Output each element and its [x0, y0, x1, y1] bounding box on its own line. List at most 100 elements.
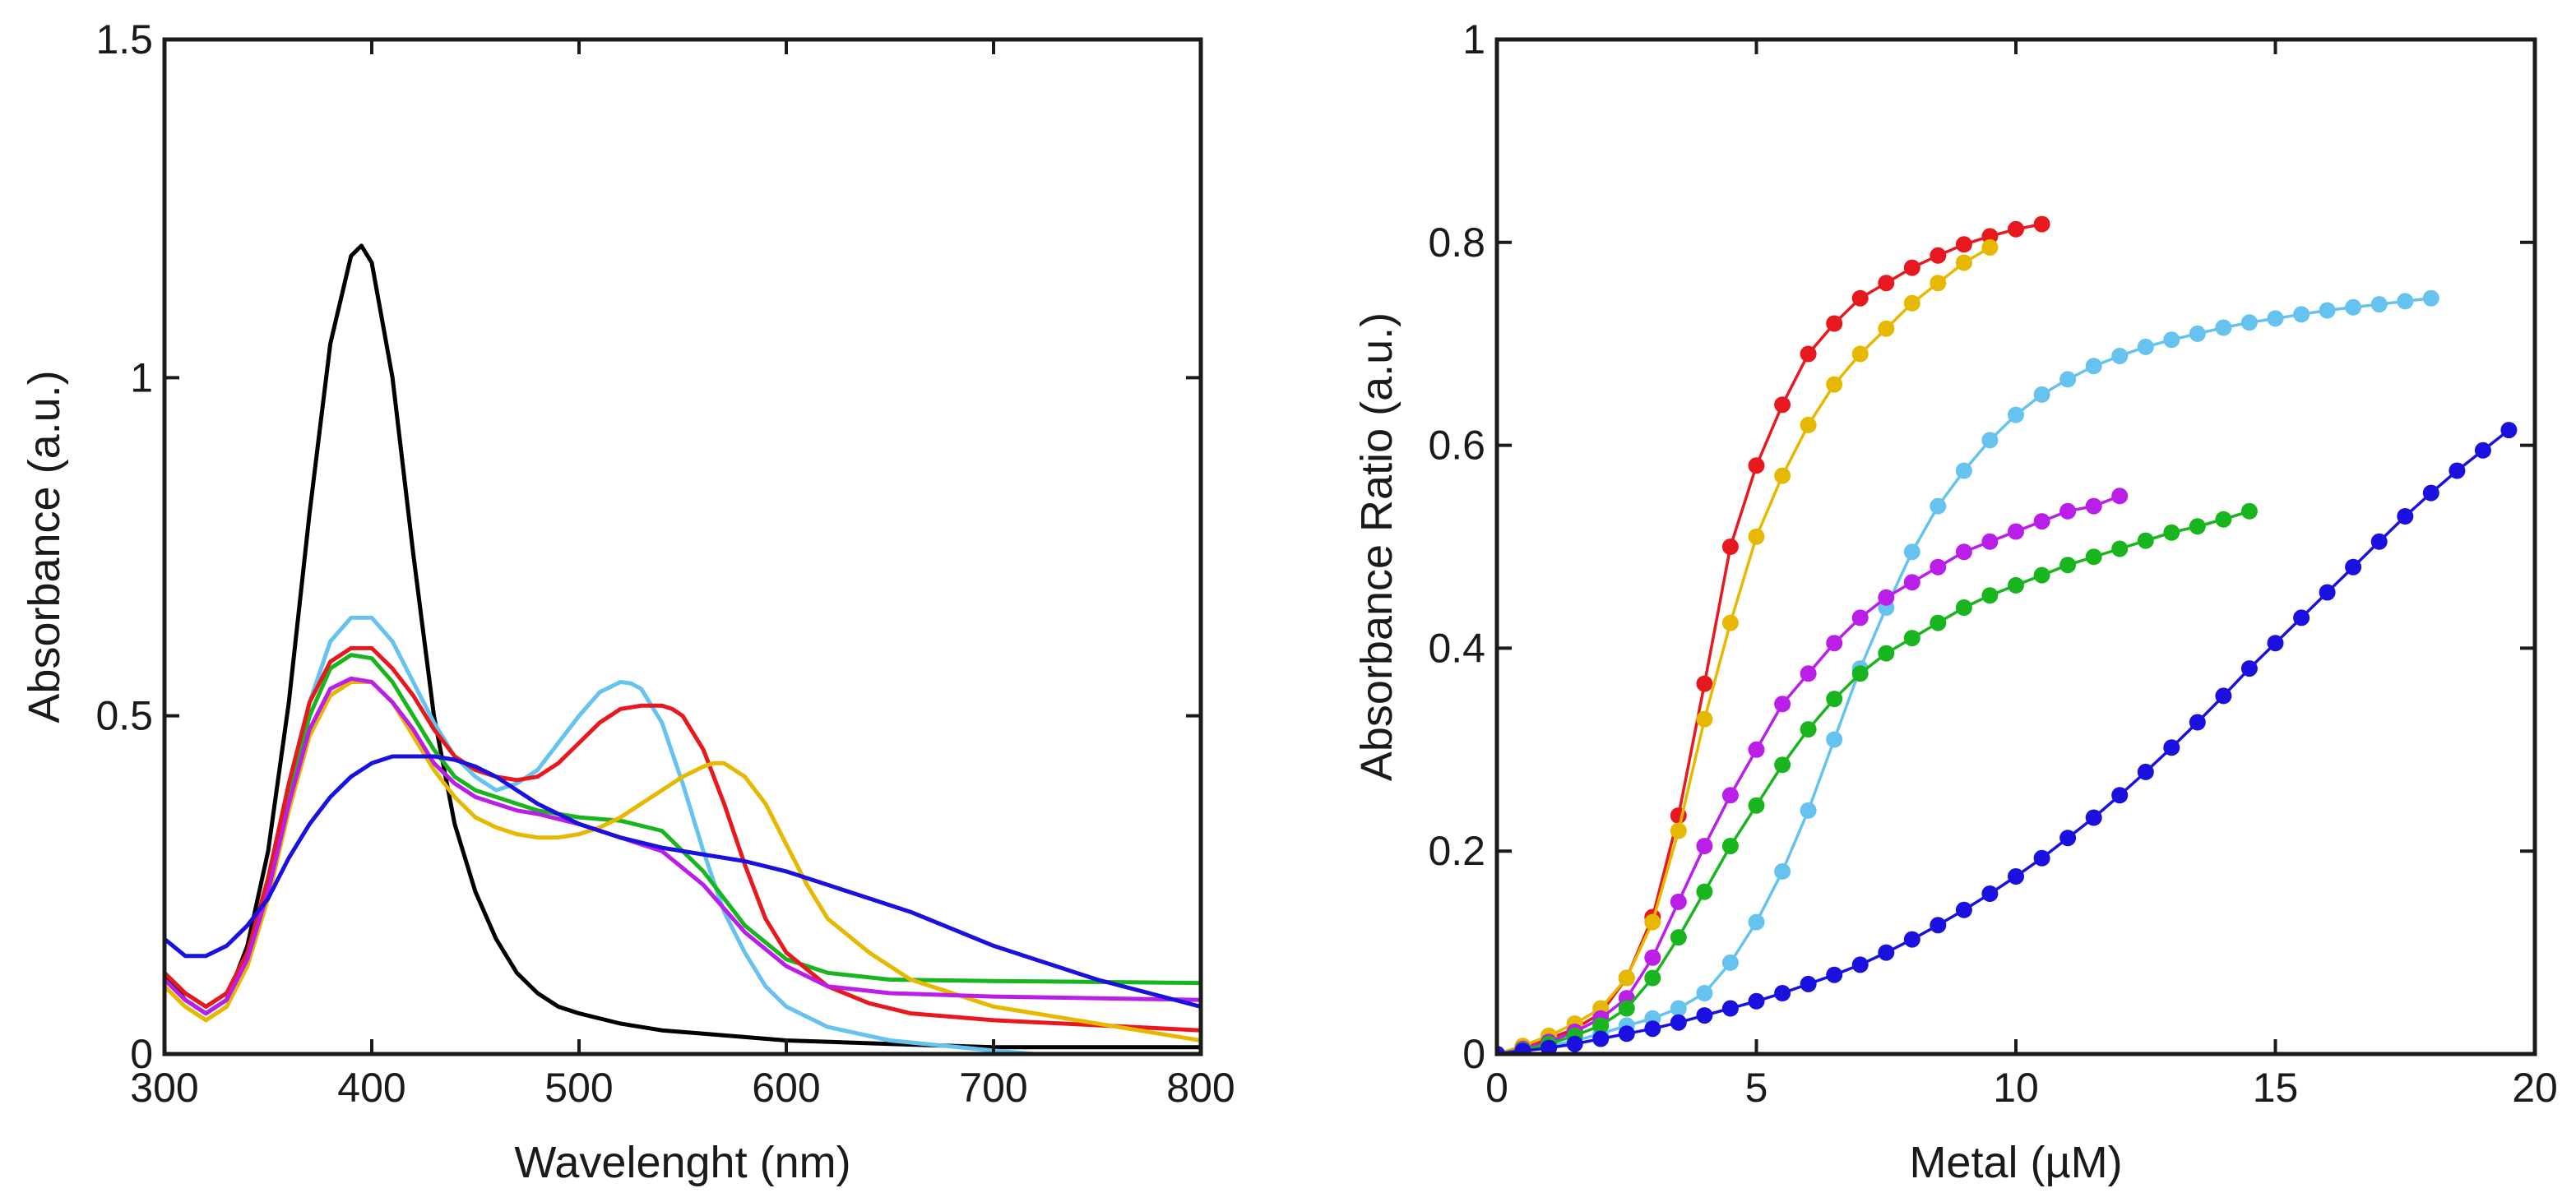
right-point-blue-33	[2345, 558, 2362, 576]
right-point-yellow-13	[1826, 376, 1843, 393]
left-series-magenta	[164, 676, 1201, 1016]
right-point-green-22	[2059, 557, 2077, 574]
left-series-lightblue	[164, 615, 1037, 1054]
left-x-tick-label: 500	[544, 1065, 613, 1111]
right-point-yellow-19	[1981, 239, 1999, 256]
right-point-magenta-13	[1826, 635, 1843, 652]
right-point-magenta-19	[1981, 533, 1999, 550]
right-series-green	[1497, 510, 2251, 1054]
right-point-red-17	[1930, 247, 1947, 264]
right-point-blue-17	[1930, 917, 1947, 934]
right-y-tick-label: 1	[1462, 16, 1485, 62]
right-point-magenta-20	[2008, 523, 2024, 540]
absorbance-spectrum-chart: 300 400 500 600 700 800 0 0.5 1 1.5 Wavelenght (n…	[20, 16, 1235, 1187]
left-x-tick-label: 400	[337, 1065, 405, 1111]
spectrum-series-group	[164, 243, 1201, 1054]
right-point-blue-9	[1721, 1000, 1739, 1017]
right-series-magenta	[1497, 494, 2121, 1054]
right-point-lightblue-18	[1955, 462, 1972, 479]
ratio-series-group	[1497, 215, 2518, 1054]
right-point-magenta-7	[1670, 893, 1687, 910]
right-point-blue-1	[1514, 1043, 1531, 1054]
right-point-yellow-16	[1903, 294, 1920, 312]
right-point-lightblue-29	[2240, 314, 2258, 331]
right-point-lightblue-26	[2163, 331, 2180, 349]
right-point-green-10	[1748, 797, 1765, 814]
right-point-green-16	[1903, 630, 1920, 647]
right-point-blue-35	[2397, 508, 2414, 525]
right-point-magenta-22	[2059, 502, 2077, 520]
right-point-red-16	[1903, 259, 1920, 276]
right-point-green-13	[1826, 691, 1843, 708]
right-point-blue-22	[2059, 830, 2077, 847]
right-point-red-11	[1774, 396, 1791, 414]
left-x-tick-label: 300	[130, 1065, 198, 1111]
right-point-lightblue-9	[1721, 954, 1739, 971]
left-y-tick-label: 1	[130, 354, 153, 400]
right-point-blue-25	[2137, 763, 2154, 780]
left-x-tick-label: 700	[959, 1065, 1027, 1111]
right-x-axis-label: Metal (µM)	[1909, 1138, 2122, 1187]
right-point-yellow-11	[1774, 467, 1791, 484]
left-tick-group: 300 400 500 600 700 800 0 0.5 1 1.5	[95, 16, 1235, 1111]
right-x-tick-label: 15	[2253, 1065, 2299, 1111]
right-point-lightblue-22	[2059, 371, 2077, 388]
right-point-red-18	[1955, 236, 1972, 253]
left-y-tick-label: 0	[130, 1031, 153, 1077]
right-point-lightblue-7	[1670, 1000, 1687, 1017]
right-point-green-9	[1721, 838, 1739, 854]
right-point-green-14	[1851, 665, 1869, 682]
right-x-tick-label: 0	[1485, 1065, 1508, 1111]
right-point-magenta-23	[2085, 497, 2102, 515]
right-point-lightblue-25	[2137, 338, 2154, 355]
right-point-blue-23	[2085, 809, 2102, 826]
right-y-tick-label: 0.8	[1428, 220, 1485, 266]
right-point-magenta-11	[1774, 696, 1791, 713]
right-point-green-18	[1955, 599, 1972, 616]
right-point-blue-29	[2240, 660, 2258, 677]
left-series-black	[164, 243, 1201, 1050]
left-series-yellow	[164, 680, 1201, 1043]
right-point-red-12	[1800, 345, 1817, 363]
right-point-yellow-10	[1748, 528, 1765, 545]
right-y-tick-label: 0.4	[1428, 625, 1485, 671]
right-point-yellow-9	[1721, 614, 1739, 631]
right-point-magenta-17	[1930, 558, 1947, 576]
right-point-magenta-6	[1644, 949, 1661, 966]
right-y-tick-label: 0.2	[1428, 828, 1485, 874]
right-point-green-6	[1644, 969, 1661, 987]
right-point-magenta-8	[1696, 838, 1713, 854]
right-point-magenta-9	[1721, 787, 1739, 804]
left-x-axis-label: Wavelenght (nm)	[514, 1138, 850, 1187]
absorbance-ratio-chart: 0 5 10 15 20 0 0.2 0.4 0.6 0.8 1 Metal (µM) Absorb…	[1352, 16, 2558, 1187]
right-point-lightblue-8	[1696, 985, 1713, 1001]
right-point-green-24	[2111, 540, 2129, 557]
right-point-red-14	[1851, 289, 1869, 307]
left-x-tick-label: 600	[752, 1065, 820, 1111]
right-point-green-5	[1618, 1000, 1635, 1017]
right-x-tick-label: 10	[1993, 1065, 2039, 1111]
right-point-blue-36	[2422, 484, 2439, 502]
left-series-blue	[164, 754, 1201, 1009]
right-x-tick-label: 5	[1745, 1065, 1768, 1111]
right-point-blue-5	[1618, 1025, 1635, 1043]
right-point-blue-13	[1826, 966, 1843, 983]
right-point-magenta-16	[1903, 574, 1920, 591]
right-point-magenta-21	[2033, 513, 2050, 530]
right-x-tick-label: 20	[2512, 1065, 2558, 1111]
right-point-red-13	[1826, 315, 1843, 332]
right-point-blue-18	[1955, 901, 1972, 918]
right-point-lightblue-24	[2111, 348, 2129, 364]
right-point-blue-12	[1800, 975, 1817, 992]
right-point-blue-21	[2033, 849, 2050, 867]
right-point-green-17	[1930, 614, 1947, 631]
right-point-lightblue-21	[2033, 386, 2050, 403]
right-point-green-4	[1592, 1017, 1610, 1034]
right-point-blue-14	[1851, 956, 1869, 973]
right-point-green-15	[1878, 645, 1895, 662]
right-y-tick-label: 0.6	[1428, 423, 1485, 469]
left-series-red	[164, 645, 1201, 1033]
right-point-lightblue-19	[1981, 432, 1999, 449]
right-point-green-19	[1981, 587, 1999, 604]
right-point-blue-30	[2267, 635, 2284, 652]
